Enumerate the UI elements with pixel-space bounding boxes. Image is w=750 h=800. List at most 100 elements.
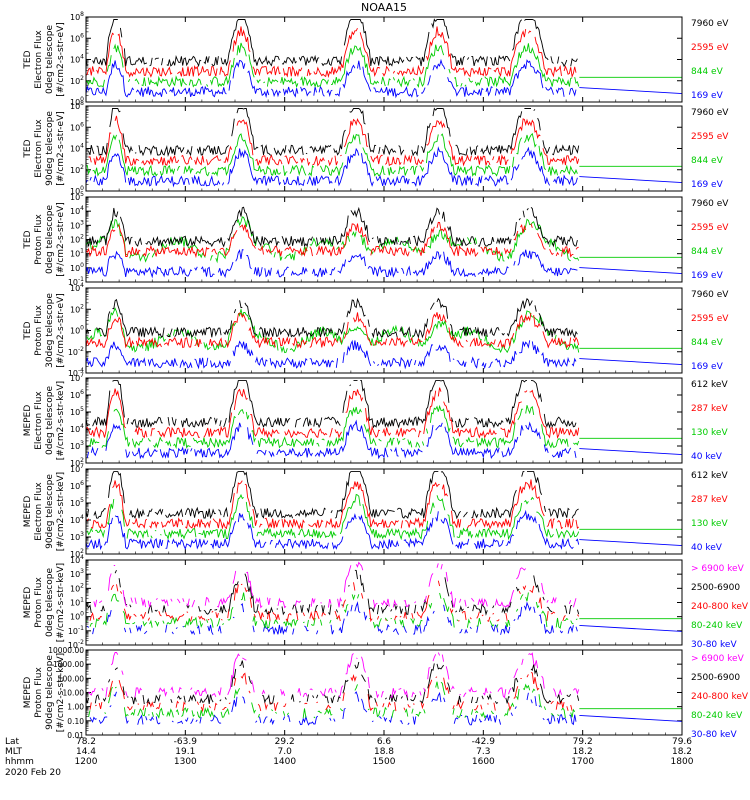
series-tail	[579, 87, 683, 94]
series-trace	[86, 493, 580, 541]
panel-frame	[85, 377, 683, 464]
legend-entry: 7960 eV	[691, 19, 729, 29]
legend-entry: 169 eV	[691, 271, 724, 281]
ytick-label: 102	[70, 548, 84, 559]
ylabel-line: [#/cm2-s-str-eV]	[56, 202, 66, 277]
series-tail	[579, 625, 683, 632]
panel-meped-electron-0deg: MEPED Electron Flux 0deg telescope [#/cm2-s…	[23, 372, 728, 468]
ylabel-line: MEPED	[23, 405, 33, 437]
ytick-label: 101	[70, 597, 84, 608]
ytick-label: 102	[70, 164, 84, 175]
ylabel-line: 90deg telescope	[45, 474, 55, 549]
ytick-label: 101	[70, 248, 84, 259]
panel-ted-proton-30deg: TED Proton Flux 30deg telescope [#/cm2-s-st…	[23, 282, 729, 378]
legend-entry: 844 eV	[691, 338, 724, 348]
legend-entry: 612 keV	[691, 380, 728, 390]
ylabel-line: 0deg telescope	[45, 25, 55, 95]
ytick-label: 104	[70, 514, 84, 525]
series-trace	[89, 580, 580, 623]
ytick-label: 106	[70, 32, 84, 43]
series-trace	[85, 569, 580, 616]
xaxis-tick-value: -42.9	[472, 737, 496, 747]
ytick-label: 103	[70, 440, 84, 451]
legend-entry: 169 eV	[691, 91, 724, 101]
series-tail	[579, 267, 683, 274]
ylabel-line: Proton Flux	[34, 577, 44, 628]
ytick-label: 106	[70, 480, 84, 491]
series-trace	[85, 312, 580, 349]
series-tail	[579, 715, 683, 722]
legend-entry: 2595 eV	[691, 132, 729, 142]
xaxis-tick-value: 18.8	[374, 747, 394, 757]
legend-entry: 2595 eV	[691, 43, 729, 53]
ylabel-line: TED	[23, 139, 33, 158]
xaxis-tick-value: 18.2	[573, 747, 593, 757]
legend: 7960 eV 2595 eV 844 eV 169 eV	[691, 199, 729, 281]
xaxis-tick-value: 79.2	[573, 737, 593, 747]
xaxis-tick-value: 6.6	[377, 737, 392, 747]
legend-entry: 2595 eV	[691, 223, 729, 233]
ylabel-line: [#/cm2-s-str-keV]	[56, 472, 66, 551]
panel-meped-proton-0deg: MEPED Proton Flux 0deg telescope [#/cm2-s-s…	[23, 554, 749, 650]
legend-entry: 240-800 keV	[691, 692, 749, 702]
xaxis-tick-value: -63.9	[174, 737, 198, 747]
ytick-label: 10-1	[68, 276, 84, 287]
xaxis-row-label: MLT	[5, 747, 23, 757]
legend-entry: > 6900 keV	[691, 654, 745, 664]
ytick-label: 100	[70, 185, 84, 196]
legend-entry: 80-240 keV	[691, 621, 743, 631]
legend-entry: 2595 eV	[691, 314, 729, 324]
legend-entry: 40 keV	[691, 543, 723, 553]
ylabel-line: TED	[23, 321, 33, 340]
panel-ted-electron-0deg: TED Electron Flux 0deg telescope [#/cm2-s-s…	[23, 11, 729, 107]
xaxis-tick-value: 79.6	[672, 737, 692, 747]
panel-ted-electron-90deg: TED Electron Flux 90deg telescope [#/cm2-s-…	[23, 100, 729, 196]
ytick-label: 106	[70, 389, 84, 400]
legend-entry: 169 eV	[691, 362, 724, 372]
ylabel-line: Proton Flux	[34, 305, 44, 356]
ytick-label: 1.00	[67, 703, 84, 712]
ytick-label: 104	[70, 54, 84, 65]
figure-title: NOAA15	[361, 1, 407, 14]
ylabel-line: MEPED	[23, 587, 33, 619]
legend-entry: > 6900 keV	[691, 564, 745, 574]
panel-meped-electron-90deg: MEPED Electron Flux 90deg telescope [#/cm2-…	[23, 463, 728, 559]
ylabel-line: 0deg telescope	[45, 568, 55, 638]
ylabel-line: [#/cm2-s-str-keV]	[56, 653, 66, 732]
series-trace	[85, 146, 578, 188]
legend: 7960 eV 2595 eV 844 eV 169 eV	[691, 108, 729, 190]
ylabel-line: 30deg telescope	[45, 293, 55, 368]
legend: 7960 eV 2595 eV 844 eV 169 eV	[691, 19, 729, 101]
ytick-label: 10-2	[68, 346, 84, 357]
ylabel-line: Electron Flux	[34, 391, 44, 450]
xaxis-tick-value: 14.4	[76, 747, 96, 757]
panel-frame	[85, 16, 683, 103]
series-trace	[85, 42, 580, 89]
ylabel-line: 0deg telescope	[45, 205, 55, 275]
panel-frame	[85, 468, 683, 555]
series-tail	[579, 176, 683, 183]
ytick-label: 100	[70, 611, 84, 622]
legend-entry: 130 keV	[691, 519, 728, 529]
legend-entry: 844 eV	[691, 67, 724, 77]
panel-meped-proton-90deg: MEPED Proton Flux 90deg telescope [#/cm2-s-…	[23, 646, 749, 740]
ylabel-line: Electron Flux	[34, 30, 44, 89]
ytick-label: 104	[70, 554, 84, 565]
panel-ted-proton-0deg: TED Proton Flux 0deg telescope [#/cm2-s-str…	[23, 191, 729, 287]
ytick-label: 102	[70, 234, 84, 245]
xaxis-row-label: Lat	[5, 737, 20, 747]
ytick-label: 104	[70, 143, 84, 154]
legend-entry: 844 eV	[691, 156, 724, 166]
ytick-label: 102	[70, 457, 84, 468]
legend-entry: 130 keV	[691, 428, 728, 438]
xaxis-tick-value: 1600	[472, 757, 495, 767]
series-trace	[86, 381, 579, 428]
ylabel-line: TED	[23, 50, 33, 69]
ytick-label: 107	[70, 463, 84, 474]
legend-entry: 7960 eV	[691, 290, 729, 300]
series-trace	[86, 26, 579, 76]
ytick-label: 103	[70, 219, 84, 230]
xaxis-tick-value: 19.1	[175, 747, 195, 757]
series-trace	[88, 404, 580, 450]
